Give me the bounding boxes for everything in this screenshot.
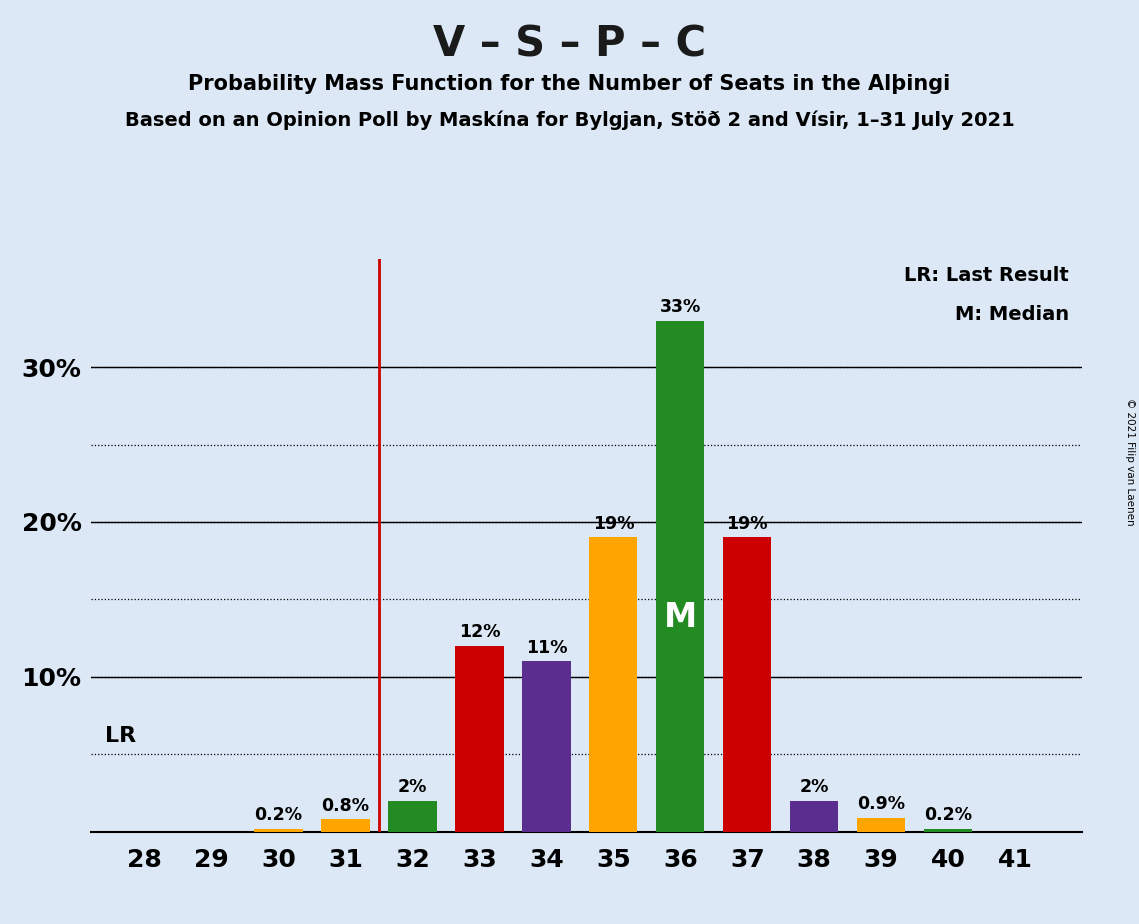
Text: 2%: 2% [398, 778, 427, 796]
Text: LR: Last Result: LR: Last Result [904, 266, 1068, 286]
Text: 0.2%: 0.2% [924, 806, 973, 824]
Text: M: M [664, 601, 697, 634]
Text: M: Median: M: Median [954, 305, 1068, 324]
Bar [388, 800, 436, 832]
Text: 12%: 12% [459, 623, 500, 641]
Text: Probability Mass Function for the Number of Seats in the Alþingi: Probability Mass Function for the Number… [188, 74, 951, 94]
Text: 0.2%: 0.2% [255, 806, 303, 824]
Text: 19%: 19% [592, 515, 634, 533]
Text: V – S – P – C: V – S – P – C [433, 23, 706, 65]
Text: 0.9%: 0.9% [858, 795, 906, 813]
Text: Based on an Opinion Poll by Maskína for Bylgjan, Stöð 2 and Vísir, 1–31 July 202: Based on an Opinion Poll by Maskína for … [124, 111, 1015, 130]
Text: 33%: 33% [659, 298, 700, 316]
Bar [321, 820, 370, 832]
Text: © 2021 Filip van Laenen: © 2021 Filip van Laenen [1125, 398, 1134, 526]
Bar [656, 321, 704, 832]
Text: 19%: 19% [727, 515, 768, 533]
Bar [857, 818, 906, 832]
Text: 0.8%: 0.8% [321, 796, 369, 815]
Bar [589, 538, 638, 832]
Bar [254, 829, 303, 832]
Bar [523, 662, 571, 832]
Bar [456, 646, 503, 832]
Bar [723, 538, 771, 832]
Text: 11%: 11% [526, 638, 567, 657]
Text: 2%: 2% [800, 778, 829, 796]
Text: LR: LR [105, 726, 136, 747]
Bar [924, 829, 973, 832]
Bar [790, 800, 838, 832]
